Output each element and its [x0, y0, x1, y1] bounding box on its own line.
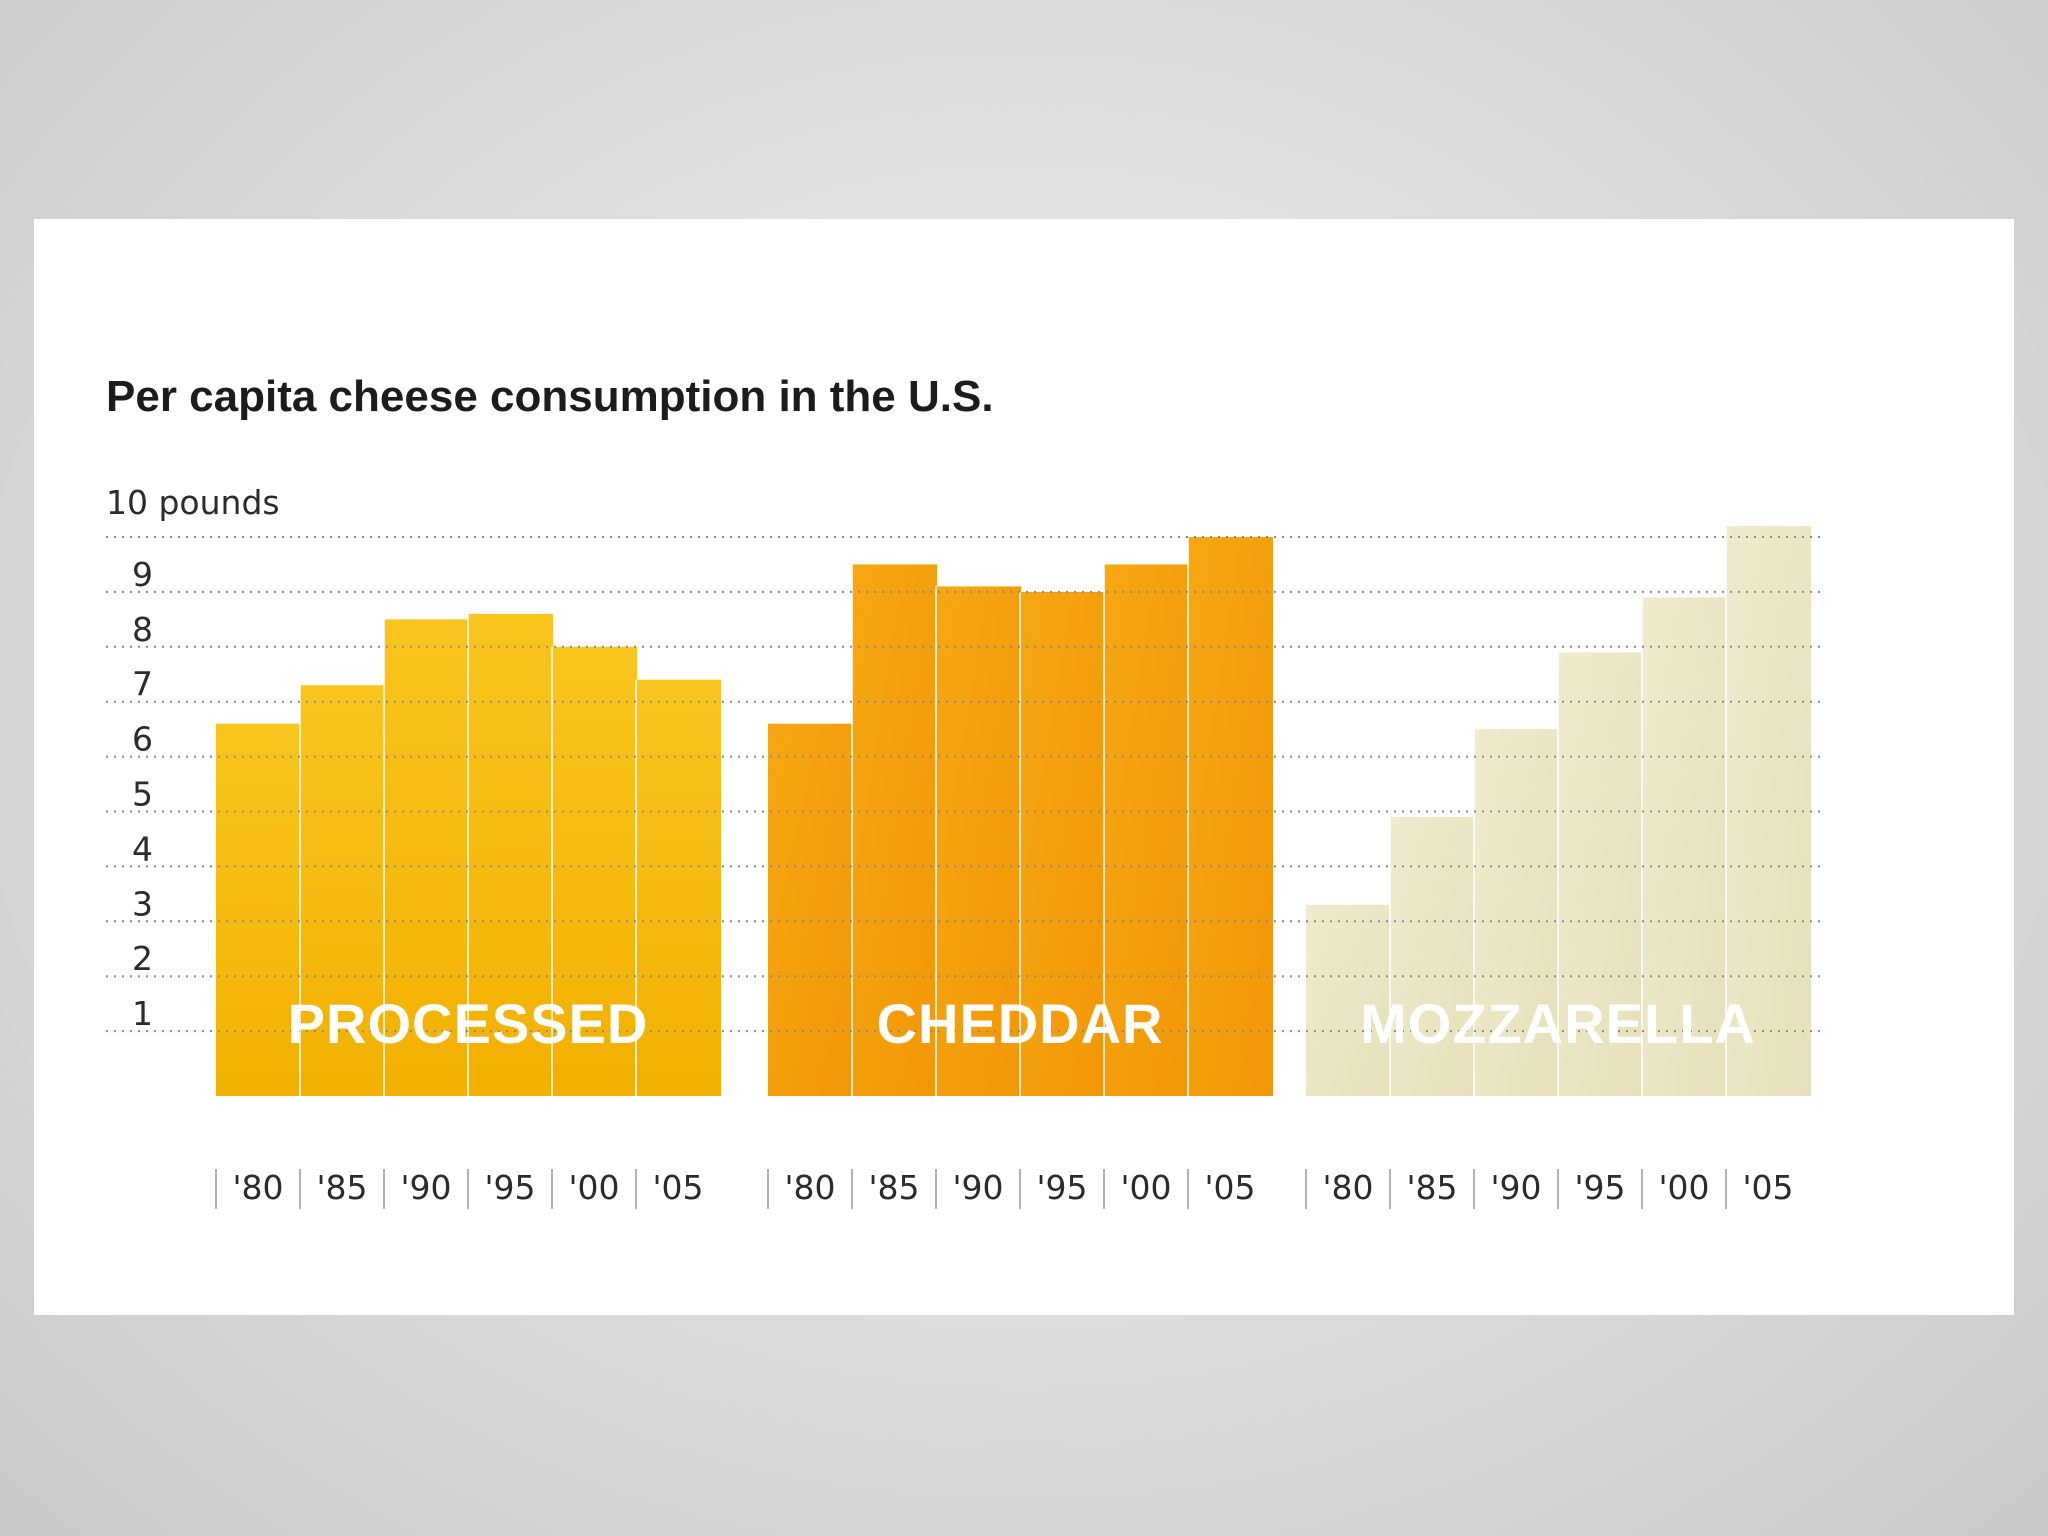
- y-tick-1: 1: [132, 994, 153, 1033]
- bar-cheddar-0: [768, 723, 853, 1096]
- x-tick-mozzarella-1: '85: [1406, 1168, 1457, 1207]
- bar-mozzarella-5: [1726, 526, 1811, 1096]
- bar-processed-2: [384, 619, 469, 1096]
- y-axis-top-label: 10 pounds: [106, 483, 280, 522]
- bar-mozzarella-4: [1642, 597, 1727, 1096]
- bar-processed-5: [636, 679, 721, 1096]
- y-tick-5: 5: [132, 775, 153, 814]
- y-axis-ticks: 1 2 3 4 5 6 7 8 9: [132, 555, 153, 1033]
- x-tick-mozzarella-5: '05: [1742, 1168, 1793, 1207]
- bar-mozzarella-3: [1558, 652, 1643, 1096]
- y-tick-9: 9: [132, 555, 153, 594]
- chart-title: Per capita cheese consumption in the U.S…: [106, 372, 994, 421]
- series-label-cheddar: CHEDDAR: [877, 992, 1164, 1055]
- series-label-mozzarella: MOZZARELLA: [1360, 992, 1756, 1055]
- y-tick-4: 4: [132, 829, 153, 868]
- x-tick-processed-2: '90: [400, 1168, 451, 1207]
- x-tick-cheddar-2: '90: [952, 1168, 1003, 1207]
- bar-processed-3: [468, 613, 553, 1096]
- x-tick-cheddar-5: '05: [1204, 1168, 1255, 1207]
- bar-cheddar-3: [1020, 591, 1105, 1096]
- x-tick-cheddar-3: '95: [1036, 1168, 1087, 1207]
- x-tick-processed-0: '80: [232, 1168, 283, 1207]
- y-tick-6: 6: [132, 720, 153, 759]
- x-tick-processed-3: '95: [484, 1168, 535, 1207]
- bar-cheddar-2: [936, 586, 1021, 1096]
- bar-cheddar-1: [852, 564, 937, 1096]
- y-tick-2: 2: [132, 939, 153, 978]
- bar-processed-4: [552, 646, 637, 1096]
- x-tick-cheddar-4: '00: [1120, 1168, 1171, 1207]
- x-axis-ticks: '80 '85 '90 '95 '00 '05 '80 '85 '90 '95 '00 '05 '80 '…: [215, 1168, 1794, 1209]
- x-tick-cheddar-1: '85: [868, 1168, 919, 1207]
- y-tick-3: 3: [132, 884, 153, 923]
- x-tick-processed-4: '00: [568, 1168, 619, 1207]
- y-tick-8: 8: [132, 610, 153, 649]
- bar-processed-0: [216, 723, 301, 1096]
- x-tick-mozzarella-3: '95: [1574, 1168, 1625, 1207]
- series-label-processed: PROCESSED: [288, 992, 649, 1055]
- bars-layer: [216, 526, 1811, 1096]
- chart-panel: Per capita cheese consumption in the U.S…: [34, 219, 2014, 1315]
- x-tick-mozzarella-4: '00: [1658, 1168, 1709, 1207]
- x-tick-processed-1: '85: [316, 1168, 367, 1207]
- x-tick-mozzarella-0: '80: [1322, 1168, 1373, 1207]
- bar-mozzarella-1: [1390, 816, 1475, 1096]
- y-tick-7: 7: [132, 665, 153, 704]
- x-tick-cheddar-0: '80: [784, 1168, 835, 1207]
- cheese-bar-chart: Per capita cheese consumption in the U.S…: [106, 372, 1824, 1209]
- series-labels: PROCESSED CHEDDAR MOZZARELLA: [288, 992, 1756, 1055]
- bar-cheddar-5: [1188, 537, 1273, 1096]
- bar-cheddar-4: [1104, 564, 1189, 1096]
- bar-mozzarella-0: [1306, 904, 1391, 1096]
- x-tick-processed-5: '05: [652, 1168, 703, 1207]
- x-tick-mozzarella-2: '90: [1490, 1168, 1541, 1207]
- bar-processed-1: [300, 685, 385, 1096]
- bar-mozzarella-2: [1474, 729, 1559, 1096]
